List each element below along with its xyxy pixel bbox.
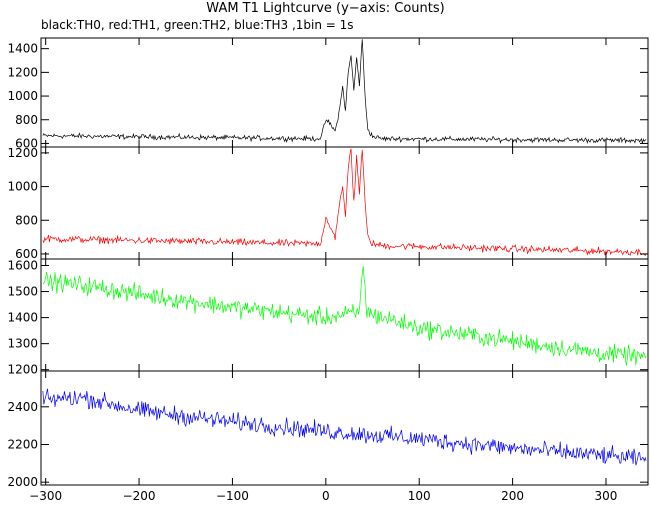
series-line-th3 xyxy=(42,388,647,466)
y-tick-label: 1600 xyxy=(7,259,38,273)
x-tick-label: −200 xyxy=(123,489,156,503)
y-tick-label: 1200 xyxy=(7,146,38,160)
y-tick-label: 1200 xyxy=(7,363,38,377)
y-tick-label: 800 xyxy=(15,213,38,227)
series-line-th1 xyxy=(42,148,647,257)
series-line-th2 xyxy=(42,266,647,366)
x-tick-label: 300 xyxy=(595,489,618,503)
y-tick-label: 1000 xyxy=(7,180,38,194)
x-tick-label: 0 xyxy=(322,489,330,503)
y-tick-label: 1300 xyxy=(7,337,38,351)
y-tick-label: 2000 xyxy=(7,475,38,489)
chart-subtitle: black:TH0, red:TH1, green:TH2, blue:TH3 … xyxy=(41,18,354,32)
y-tick-label: 1200 xyxy=(7,65,38,79)
y-tick-label: 600 xyxy=(15,136,38,150)
series-line-th0 xyxy=(42,39,647,145)
chart-title: WAM T1 Lightcurve (y−axis: Counts) xyxy=(206,1,445,16)
y-tick-label: 2400 xyxy=(7,400,38,414)
panel-frame-th2 xyxy=(40,258,649,372)
x-tick-label: −100 xyxy=(216,489,249,503)
y-tick-label: 800 xyxy=(15,113,38,127)
x-tick-label: 200 xyxy=(501,489,524,503)
panel-frame-th0 xyxy=(40,37,649,148)
x-tick-label: 100 xyxy=(408,489,431,503)
y-tick-label: 2200 xyxy=(7,437,38,451)
y-tick-label: 1500 xyxy=(7,285,38,299)
y-tick-label: 1400 xyxy=(7,311,38,325)
y-tick-label: 1000 xyxy=(7,89,38,103)
y-tick-label: 1400 xyxy=(7,42,38,56)
panel-frame-th3 xyxy=(40,370,649,486)
x-tick-label: −300 xyxy=(29,489,62,503)
y-tick-label: 600 xyxy=(15,247,38,261)
